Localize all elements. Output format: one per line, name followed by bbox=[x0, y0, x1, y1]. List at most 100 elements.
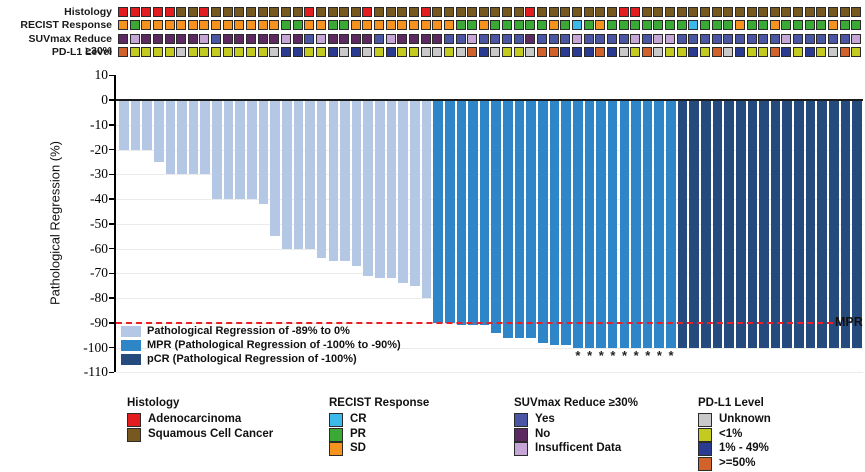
track-cell-histology bbox=[129, 7, 140, 17]
asterisk-marker: * bbox=[610, 348, 616, 363]
track-cell-suvmax bbox=[723, 33, 734, 44]
regression-bar bbox=[398, 100, 408, 284]
track-cell-histology bbox=[781, 7, 792, 17]
legend-swatch bbox=[514, 413, 528, 427]
track-cell-histology bbox=[769, 7, 780, 17]
y-tick-label: -110 bbox=[83, 364, 108, 380]
legend-item-label: <1% bbox=[719, 427, 743, 440]
regression-bar bbox=[491, 100, 502, 333]
track-cell-suvmax bbox=[397, 33, 408, 44]
track-cell-pdl1 bbox=[653, 47, 664, 58]
track-cell-pdl1 bbox=[630, 47, 641, 58]
track-cell-pdl1 bbox=[269, 47, 280, 58]
legend-title: PD-L1 Level bbox=[698, 397, 764, 409]
track-cell-suvmax bbox=[571, 33, 582, 44]
track-cell-suvmax bbox=[443, 33, 454, 44]
y-tick bbox=[109, 272, 114, 274]
track-cell-pdl1 bbox=[467, 47, 478, 58]
track-cell-recist bbox=[467, 20, 478, 31]
legend-item-label: Unknown bbox=[719, 413, 771, 425]
track-cell-recist bbox=[211, 20, 222, 31]
legend-title: RECIST Response bbox=[329, 397, 430, 409]
track-cell-suvmax bbox=[793, 33, 804, 44]
asterisk-marker: * bbox=[598, 348, 604, 363]
track-cell-suvmax bbox=[560, 33, 571, 44]
track-cell-recist bbox=[409, 20, 419, 31]
track-cell-histology bbox=[222, 7, 233, 17]
track-cell-histology bbox=[234, 7, 245, 17]
track-cell-pdl1 bbox=[513, 47, 524, 58]
track-cell-recist bbox=[711, 20, 722, 31]
regression-bar bbox=[805, 100, 816, 348]
gridline bbox=[116, 347, 863, 349]
legend-swatch bbox=[698, 427, 712, 442]
track-cell-pdl1 bbox=[211, 47, 222, 58]
regression-bar bbox=[142, 100, 152, 150]
regression-bar bbox=[328, 100, 339, 261]
track-cell-histology bbox=[665, 7, 676, 17]
track-cell-recist bbox=[641, 20, 652, 31]
regression-bar bbox=[503, 100, 513, 338]
track-cell-suvmax bbox=[700, 33, 710, 44]
track-cell-suvmax bbox=[688, 33, 699, 44]
track-cell-pdl1 bbox=[199, 47, 210, 58]
track-cell-histology bbox=[839, 7, 850, 17]
regression-bar bbox=[456, 100, 467, 326]
track-cell-recist bbox=[583, 20, 594, 31]
track-cell-suvmax bbox=[525, 33, 536, 44]
track-cell-suvmax bbox=[409, 33, 419, 44]
y-tick bbox=[109, 74, 114, 76]
track-cell-recist bbox=[688, 20, 699, 31]
track-cell-recist bbox=[548, 20, 559, 31]
track-cell-histology bbox=[502, 7, 513, 17]
legend-item-label: PR bbox=[350, 427, 366, 440]
plot-legend-swatch bbox=[121, 340, 141, 351]
track-cell-recist bbox=[118, 20, 128, 31]
track-cell-suvmax bbox=[758, 33, 769, 44]
regression-bar bbox=[468, 100, 478, 326]
legend-swatch bbox=[698, 456, 712, 471]
track-cell-recist bbox=[315, 20, 326, 31]
y-tick bbox=[109, 173, 114, 175]
regression-bar bbox=[421, 100, 432, 298]
regression-bar bbox=[584, 100, 595, 348]
track-cell-recist bbox=[443, 20, 454, 31]
regression-bar bbox=[689, 100, 699, 348]
y-tick-label: -80 bbox=[90, 290, 108, 305]
regression-bar bbox=[305, 100, 315, 249]
track-cell-pdl1 bbox=[571, 47, 582, 58]
track-cell-suvmax bbox=[816, 33, 827, 44]
track-cell-suvmax bbox=[665, 33, 676, 44]
track-cell-recist bbox=[246, 20, 257, 31]
track-cell-suvmax bbox=[548, 33, 559, 44]
track-label-pdl1: PD-L1 Level bbox=[51, 46, 112, 59]
track-cell-histology bbox=[758, 7, 769, 17]
y-tick-label: 10 bbox=[94, 67, 109, 83]
track-cell-histology bbox=[409, 7, 419, 17]
track-cell-recist bbox=[851, 20, 862, 31]
track-cell-pdl1 bbox=[443, 47, 454, 58]
track-cell-suvmax bbox=[187, 33, 198, 44]
regression-bar bbox=[200, 100, 211, 175]
track-cell-pdl1 bbox=[327, 47, 338, 58]
track-cell-recist bbox=[362, 20, 373, 31]
track-cell-pdl1 bbox=[746, 47, 757, 58]
track-cell-suvmax bbox=[595, 33, 606, 44]
regression-bar bbox=[235, 100, 245, 199]
track-cell-pdl1 bbox=[246, 47, 257, 58]
track-cell-pdl1 bbox=[164, 47, 175, 58]
track-cell-pdl1 bbox=[187, 47, 198, 58]
regression-bar bbox=[747, 100, 758, 348]
legend-item-label: 1% - 49% bbox=[719, 442, 769, 454]
track-cell-suvmax bbox=[222, 33, 233, 44]
track-cell-suvmax bbox=[141, 33, 152, 44]
track-cell-suvmax bbox=[641, 33, 652, 44]
track-cell-recist bbox=[665, 20, 676, 31]
legend-swatch bbox=[127, 427, 141, 442]
legend-item-label: SD bbox=[350, 442, 366, 454]
regression-bar bbox=[165, 100, 176, 175]
gridline bbox=[116, 199, 863, 200]
track-cell-pdl1 bbox=[409, 47, 419, 58]
track-cell-pdl1 bbox=[315, 47, 326, 58]
regression-bar bbox=[258, 100, 269, 204]
